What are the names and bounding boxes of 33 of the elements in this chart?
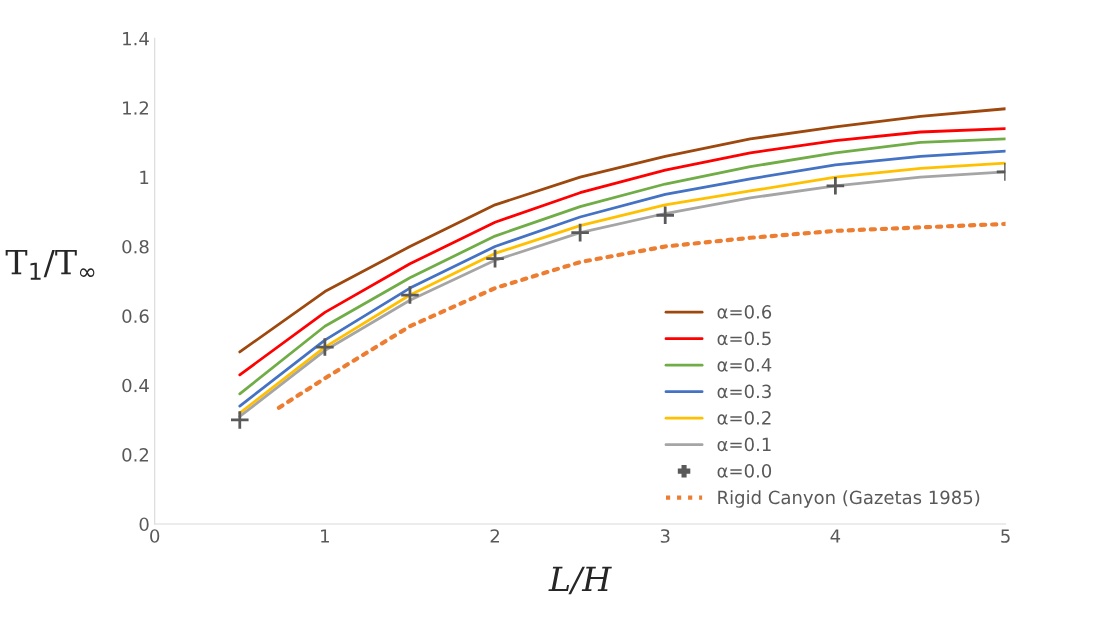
x-tick-label: 0 <box>150 529 160 543</box>
x-tick-label: 3 <box>660 529 670 543</box>
legend-label: α=0.3 <box>717 384 771 399</box>
line-series <box>276 221 1006 410</box>
y-tick-label: 0.8 <box>122 239 149 254</box>
legend-label: α=0.4 <box>717 358 772 372</box>
legend-label: α=0.2 <box>717 411 771 425</box>
legend-label: α=0.6 <box>717 305 772 319</box>
point <box>314 336 336 358</box>
y-tick-label: 1.4 <box>123 32 149 46</box>
legend-label: α=0.1 <box>717 437 771 452</box>
x-tick-label: 1 <box>321 529 329 543</box>
point <box>484 248 506 269</box>
y-tick-label: 1.2 <box>123 101 149 115</box>
line-series <box>238 107 1006 354</box>
y-tick-label: 0.2 <box>122 448 149 462</box>
point <box>229 409 250 431</box>
point <box>655 205 676 226</box>
legend-label: Rigid Canyon (Gazetas 1985) <box>718 490 980 508</box>
x-axis-title: L/H <box>548 566 612 595</box>
y-axis-title: T$_{1}$/T$_{∞}$ <box>5 249 95 280</box>
y-tick-label: 1 <box>140 170 149 184</box>
point <box>825 175 846 196</box>
legend-label: α=0.0 <box>717 464 772 478</box>
point <box>569 222 591 243</box>
y-tick-label: 0.4 <box>122 378 149 393</box>
y-tick-label: 0 <box>139 517 149 532</box>
x-tick-label: 2 <box>490 529 499 543</box>
legend-label: α=0.5 <box>717 331 771 346</box>
point <box>399 284 421 306</box>
x-tick-label: 5 <box>1001 529 1010 543</box>
x-tick-label: 4 <box>830 529 841 543</box>
y-tick-label: 0.6 <box>122 309 149 323</box>
